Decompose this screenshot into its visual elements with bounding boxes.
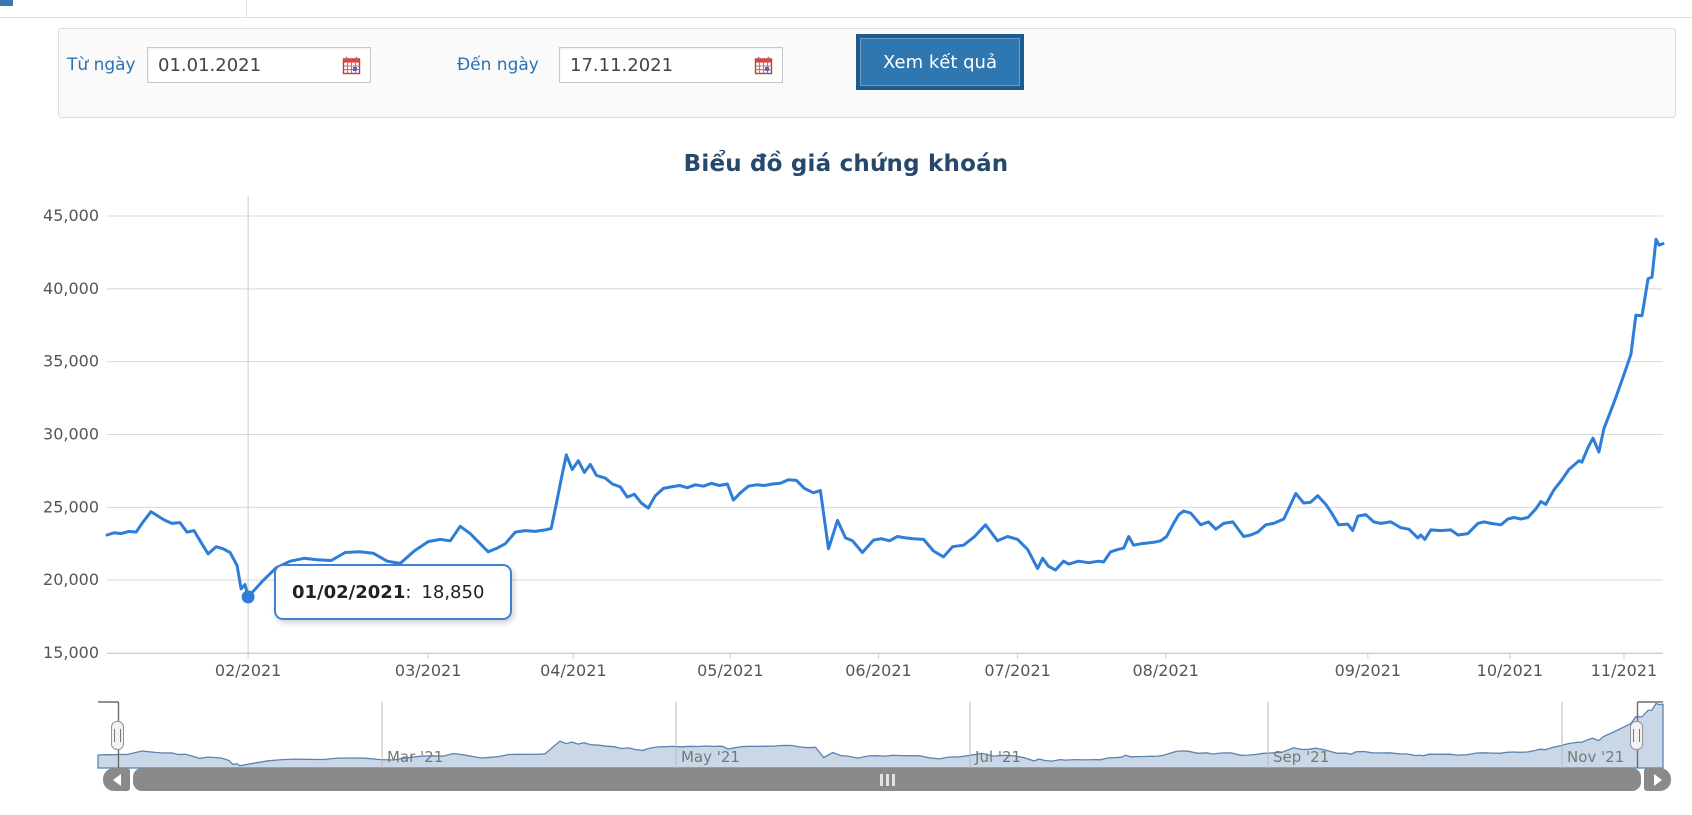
handle-grip xyxy=(114,729,121,742)
arrow-left-icon xyxy=(112,773,121,786)
to-date-field[interactable] xyxy=(559,47,783,83)
y-axis-label: 35,000 xyxy=(43,352,99,371)
navigator-axis-label: Jul '21 xyxy=(974,748,1021,766)
handle-grip xyxy=(1633,729,1640,742)
to-date-input[interactable] xyxy=(570,54,740,76)
chart-scrollbar xyxy=(103,768,1671,791)
x-axis-label: 09/2021 xyxy=(1335,661,1401,680)
x-axis-label: 02/2021 xyxy=(215,661,281,680)
calendar-icon[interactable] xyxy=(754,56,773,75)
x-axis-label: 03/2021 xyxy=(395,661,461,680)
y-axis-label: 40,000 xyxy=(43,279,99,298)
navigator-handle-right[interactable] xyxy=(1630,721,1643,750)
navigator-axis-label: Mar '21 xyxy=(387,748,443,766)
chart-title: Biểu đồ giá chứng khoán xyxy=(683,151,1009,177)
hover-point-marker[interactable] xyxy=(241,590,255,604)
from-date-field[interactable] xyxy=(147,47,371,83)
navigator-area[interactable] xyxy=(97,702,1664,769)
navigator-handle-left[interactable] xyxy=(111,721,124,750)
tooltip-separator: : xyxy=(405,581,412,603)
x-axis-label: 11/2021 xyxy=(1591,661,1657,680)
calendar-icon[interactable] xyxy=(342,56,361,75)
scrollbar-thumb[interactable] xyxy=(133,768,1641,791)
y-axis-label: 20,000 xyxy=(43,570,99,589)
x-axis-label: 05/2021 xyxy=(697,661,763,680)
thumb-grip-bar xyxy=(879,773,883,786)
top-accent-fragment xyxy=(0,0,13,6)
navigator-axis-label: Sep '21 xyxy=(1273,748,1329,766)
navigator-outline xyxy=(98,701,1663,768)
x-axis-label: 04/2021 xyxy=(540,661,606,680)
chart-tooltip: 01/02/2021: 18,850 xyxy=(274,564,512,620)
y-axis-label: 45,000 xyxy=(43,206,99,225)
to-date-label: Đến ngày xyxy=(457,55,539,75)
x-axis-label: 07/2021 xyxy=(984,661,1050,680)
y-axis-label: 25,000 xyxy=(43,497,99,516)
date-filter-panel: Từ ngày Đến ngày Xem kết quả xyxy=(58,28,1676,118)
tooltip-date: 01/02/2021 xyxy=(292,581,406,603)
thumb-grip-bar xyxy=(885,773,889,786)
view-results-button[interactable]: Xem kết quả xyxy=(856,34,1024,90)
y-axis-label: 30,000 xyxy=(43,425,99,444)
tooltip-value: 18,850 xyxy=(421,581,485,603)
scrollbar-left-button[interactable] xyxy=(103,768,130,791)
thumb-grip-bar xyxy=(891,773,895,786)
x-axis-label: 06/2021 xyxy=(845,661,911,680)
scrollbar-right-button[interactable] xyxy=(1644,768,1671,791)
arrow-right-icon xyxy=(1653,773,1662,786)
navigator-axis-label: Nov '21 xyxy=(1567,748,1624,766)
price-line[interactable] xyxy=(105,237,1665,599)
y-axis-label: 15,000 xyxy=(43,643,99,662)
x-axis-label: 10/2021 xyxy=(1477,661,1543,680)
top-divider-tick xyxy=(246,0,247,17)
navigator-axis-label: May '21 xyxy=(681,748,740,766)
from-date-label: Từ ngày xyxy=(67,55,136,75)
from-date-input[interactable] xyxy=(158,54,328,76)
top-divider xyxy=(0,17,1692,18)
x-axis-label: 08/2021 xyxy=(1132,661,1198,680)
